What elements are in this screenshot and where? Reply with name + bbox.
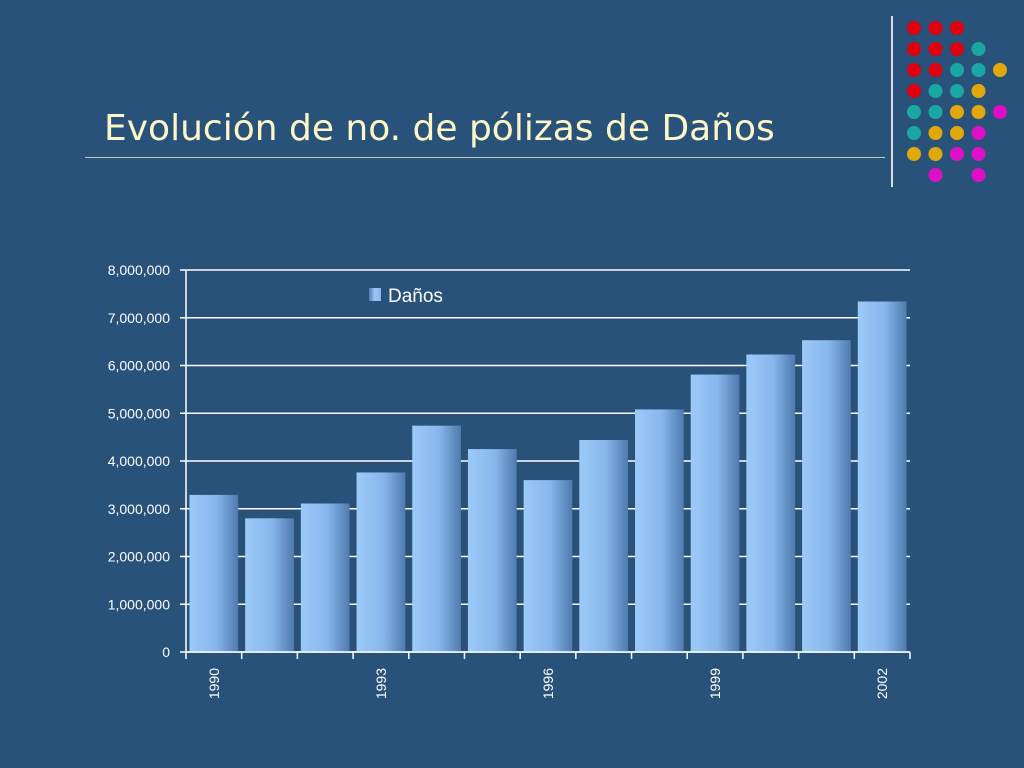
decorative-dot-red xyxy=(950,21,964,35)
y-tick-label: 5,000,000 xyxy=(108,405,170,421)
decorative-dot-red xyxy=(907,21,921,35)
decorative-dot-magenta xyxy=(950,147,964,161)
decorative-dot-gold xyxy=(907,147,921,161)
decorative-dot-gold xyxy=(971,84,986,98)
chart-legend: Daños xyxy=(369,286,443,307)
decorative-dot-teal xyxy=(971,63,986,77)
bar-1993 xyxy=(356,472,406,652)
y-tick-label: 6,000,000 xyxy=(108,358,170,374)
decorative-dot-red xyxy=(928,21,943,35)
decorative-dot-magenta xyxy=(928,168,943,182)
y-tick-label: 0 xyxy=(162,644,170,660)
decorative-dot-red xyxy=(950,42,964,56)
decorative-dot-teal xyxy=(971,42,986,56)
bar-2000 xyxy=(746,354,796,652)
bar-1992 xyxy=(300,503,350,652)
decorative-dot-gold xyxy=(993,63,1007,77)
y-axis-tick-labels: 0 1,000,000 2,000,000 3,000,000 4,000,000 5,0… xyxy=(108,262,171,660)
axes xyxy=(185,270,911,659)
decorative-dot-teal xyxy=(907,105,921,119)
decorative-dot-red xyxy=(907,84,921,98)
decorative-dot-red xyxy=(907,42,921,56)
decorative-dot-teal xyxy=(950,63,964,77)
y-tick-label: 1,000,000 xyxy=(108,596,170,612)
decorative-dot-red xyxy=(928,42,943,56)
x-tick-label: 2002 xyxy=(874,668,890,699)
legend-swatch xyxy=(369,288,381,301)
x-tick-label: 1999 xyxy=(707,668,723,699)
bars xyxy=(189,301,907,652)
decorative-dot-teal xyxy=(928,84,943,98)
bar-1994 xyxy=(412,425,461,652)
slide-title: Evolución de no. de pólizas de Daños xyxy=(104,108,775,149)
decorative-dot-gold xyxy=(928,126,943,140)
bar-2002 xyxy=(857,301,907,652)
decorative-dot-magenta xyxy=(971,126,986,140)
y-tick-label: 2,000,000 xyxy=(108,549,170,565)
decorative-dot-magenta xyxy=(993,105,1007,119)
decorative-dot-red xyxy=(907,63,921,77)
bar-1990 xyxy=(189,494,239,652)
y-tick-label: 4,000,000 xyxy=(108,453,170,469)
decorative-dot-red xyxy=(928,63,943,77)
x-axis-tick-labels: 1990 1993 1996 1999 2002 xyxy=(206,668,890,699)
bar-1999 xyxy=(690,374,740,652)
decorative-dot-magenta xyxy=(971,147,986,161)
bar-1998 xyxy=(635,409,684,652)
decorative-dot-teal xyxy=(928,105,943,119)
y-tick-label: 8,000,000 xyxy=(108,262,170,278)
decorative-dot-teal xyxy=(950,84,964,98)
decorative-dot-magenta xyxy=(971,168,986,182)
decorative-dot-gold xyxy=(928,147,943,161)
decorative-dot-gold xyxy=(950,126,964,140)
y-tick-label: 3,000,000 xyxy=(108,501,170,517)
decorative-dot-gold xyxy=(971,105,986,119)
decorative-dot-gold xyxy=(950,105,964,119)
decorative-vertical-line xyxy=(891,16,893,187)
title-underline xyxy=(85,157,885,158)
bar-1995 xyxy=(467,449,517,652)
x-tick-label: 1993 xyxy=(373,668,389,699)
legend-label: Daños xyxy=(388,286,443,307)
bar-2001 xyxy=(802,340,851,652)
bar-1997 xyxy=(579,439,629,652)
decorative-dot-grid xyxy=(907,21,1007,182)
bar-1991 xyxy=(245,518,294,652)
decorative-dot-teal xyxy=(907,126,921,140)
x-tick-label: 1990 xyxy=(206,668,222,699)
y-tick-label: 7,000,000 xyxy=(108,310,170,326)
x-tick-label: 1996 xyxy=(540,668,556,699)
bar-1996 xyxy=(523,480,573,652)
